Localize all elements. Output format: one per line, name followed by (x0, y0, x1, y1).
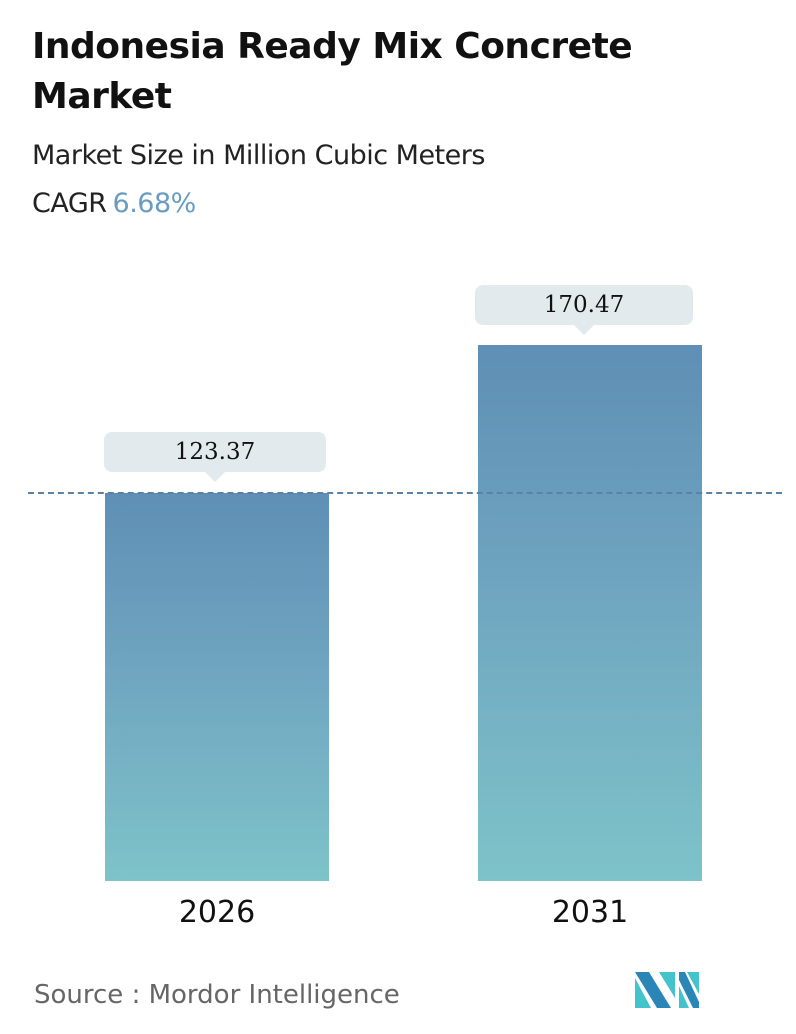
chart-subtitle: Market Size in Million Cubic Meters (32, 140, 485, 171)
cagr-value: 6.68% (112, 188, 197, 219)
bar-2031 (478, 345, 702, 881)
value-label-2026: 123.37 (104, 432, 326, 482)
bar-chart: 123.37 2026 170.47 2031 (0, 250, 796, 930)
bar-2026 (105, 493, 329, 881)
value-label-2031: 170.47 (475, 285, 693, 335)
chart-title: Indonesia Ready Mix Concrete Market (32, 26, 633, 117)
cagr-label: CAGR (32, 188, 107, 219)
cagr: CAGR 6.68% (32, 188, 196, 219)
mordor-intelligence-logo-icon (635, 972, 699, 1008)
source-text: Source : Mordor Intelligence (34, 980, 400, 1010)
reference-dashed-line (28, 492, 782, 494)
x-label-2026: 2026 (178, 895, 256, 930)
x-label-2031: 2031 (551, 895, 629, 930)
